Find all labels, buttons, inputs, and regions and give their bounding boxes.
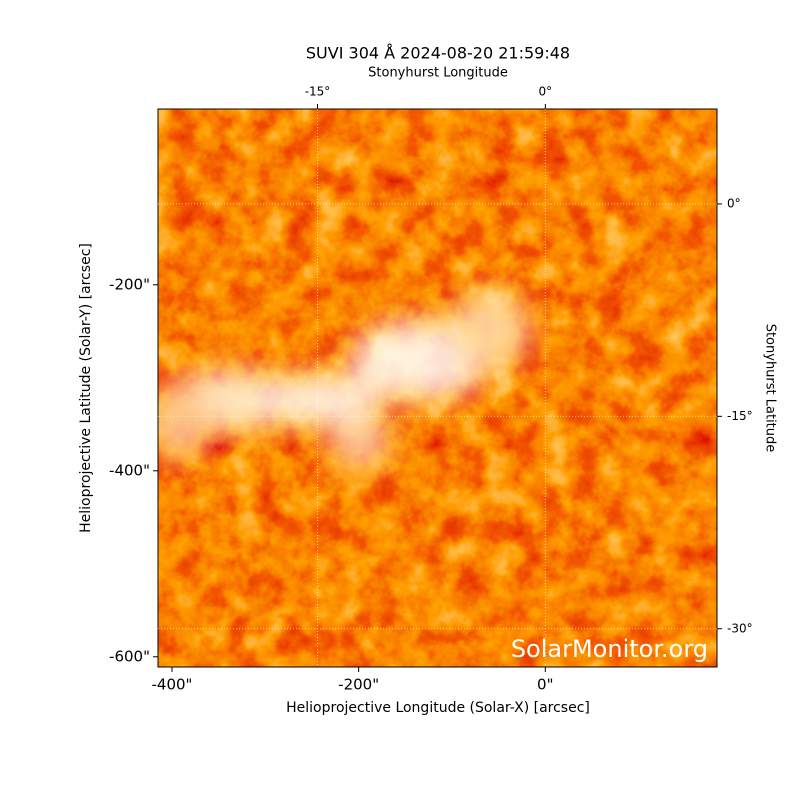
x-tick-label: -200": [338, 676, 379, 694]
x-axis-title: Helioprojective Longitude (Solar-X) [arc…: [286, 700, 590, 716]
y2-axis-title: Stonyhurst Latitude: [763, 324, 778, 453]
x2-tick-label: 0°: [539, 85, 553, 99]
y2-tick-label: -30°: [727, 621, 753, 635]
y2-tick-label: 0°: [727, 196, 741, 210]
y-axis-title: Helioprojective Latitude (Solar-Y) [arcs…: [78, 243, 94, 533]
axes-frame: [157, 108, 718, 668]
chart-title: SUVI 304 Å 2024-08-20 21:59:48: [306, 44, 570, 63]
watermark: SolarMonitor.org: [511, 635, 708, 663]
solar-image: [158, 109, 717, 667]
x-tick-label: 0": [537, 676, 553, 694]
x2-tick-label: -15°: [305, 85, 331, 99]
x2-axis-title: Stonyhurst Longitude: [368, 66, 508, 81]
y-tick-label: -600": [109, 647, 150, 665]
y-tick-label: -400": [109, 461, 150, 479]
y2-tick-label: -15°: [727, 409, 753, 423]
x-tick-label: -400": [152, 676, 193, 694]
y-tick-label: -200": [109, 275, 150, 293]
